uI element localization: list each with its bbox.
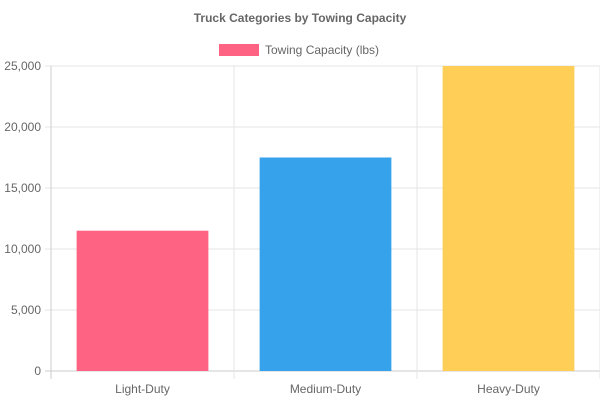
y-tick-label: 10,000 bbox=[4, 242, 41, 256]
y-tick-label: 15,000 bbox=[4, 181, 41, 195]
bars bbox=[76, 66, 575, 372]
y-axis-ticks: 0 5,000 10,000 15,000 20,000 25,000 bbox=[4, 59, 41, 378]
bar[interactable] bbox=[259, 157, 392, 372]
legend[interactable]: Towing Capacity (lbs) bbox=[219, 43, 379, 57]
bar[interactable] bbox=[76, 230, 209, 371]
legend-label: Towing Capacity (lbs) bbox=[265, 43, 379, 57]
y-tick-label: 0 bbox=[34, 364, 41, 378]
chart-title: Truck Categories by Towing Capacity bbox=[194, 11, 407, 25]
x-tick-label: Medium-Duty bbox=[290, 382, 361, 396]
x-axis-ticks: Light-Duty Medium-Duty Heavy-Duty bbox=[115, 382, 540, 396]
y-tick-label: 20,000 bbox=[4, 120, 41, 134]
y-tick-label: 25,000 bbox=[4, 59, 41, 73]
x-tick-label: Light-Duty bbox=[115, 382, 170, 396]
bar[interactable] bbox=[442, 66, 575, 371]
x-tick-label: Heavy-Duty bbox=[477, 382, 540, 396]
legend-swatch bbox=[219, 44, 259, 56]
y-tick-label: 5,000 bbox=[11, 303, 41, 317]
